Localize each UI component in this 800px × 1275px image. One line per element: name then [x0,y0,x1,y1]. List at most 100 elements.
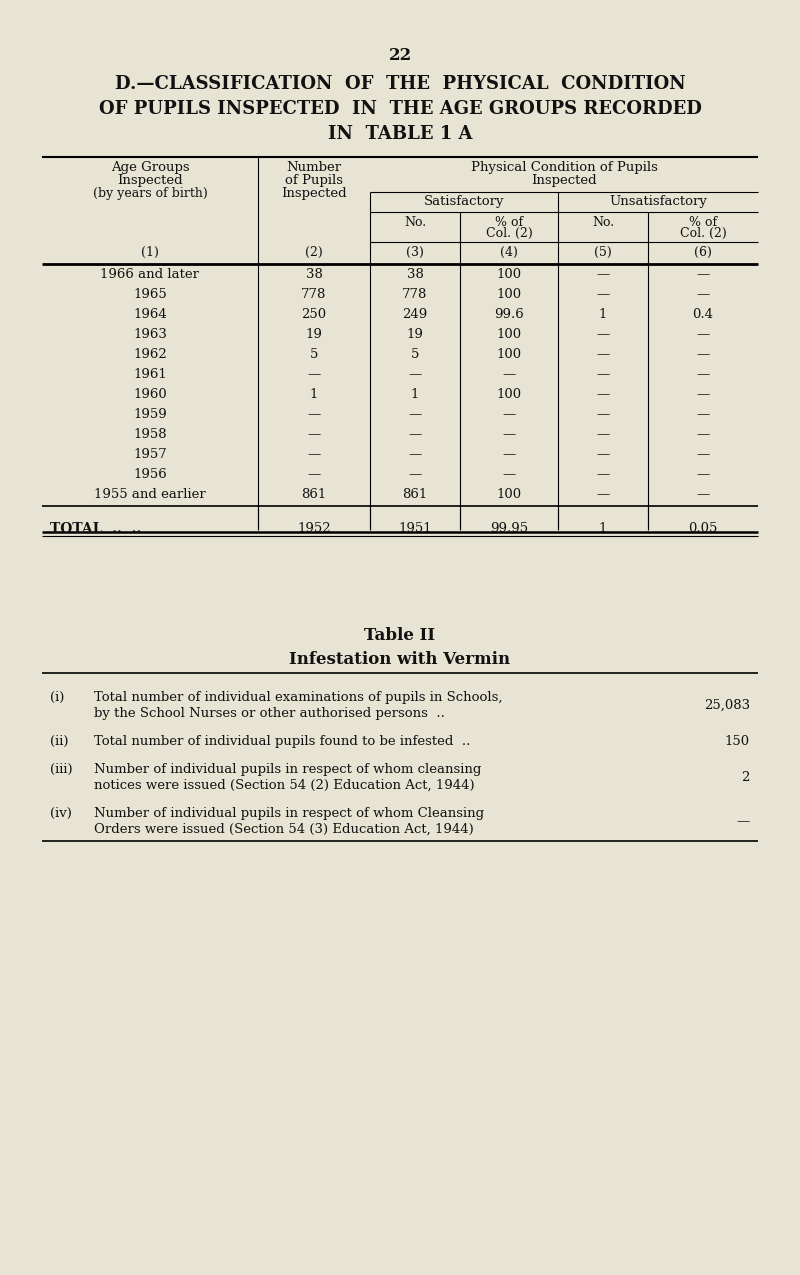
Text: 150: 150 [725,734,750,748]
Text: Infestation with Vermin: Infestation with Vermin [290,652,510,668]
Text: (ii): (ii) [50,734,69,748]
Text: Number of individual pupils in respect of whom cleansing: Number of individual pupils in respect o… [94,762,482,776]
Text: —: — [696,468,710,481]
Text: —: — [307,448,321,462]
Text: 19: 19 [306,328,322,340]
Text: —: — [307,408,321,421]
Text: —: — [596,288,610,301]
Text: —: — [502,448,516,462]
Text: Inspected: Inspected [281,187,347,200]
Text: Unsatisfactory: Unsatisfactory [609,195,707,208]
Text: 100: 100 [497,328,522,340]
Text: Total number of individual examinations of pupils in Schools,: Total number of individual examinations … [94,691,502,704]
Text: 1951: 1951 [398,521,432,536]
Text: Total number of individual pupils found to be infested  ..: Total number of individual pupils found … [94,734,470,748]
Text: 1: 1 [599,309,607,321]
Text: —: — [696,488,710,501]
Text: 0.05: 0.05 [688,521,718,536]
Text: —: — [502,428,516,441]
Text: 19: 19 [406,328,423,340]
Text: —: — [408,368,422,381]
Text: No.: No. [592,215,614,230]
Text: Orders were issued (Section 54 (3) Education Act, 1944): Orders were issued (Section 54 (3) Educa… [94,822,474,836]
Text: 22: 22 [388,47,412,64]
Text: 1952: 1952 [297,521,331,536]
Text: 100: 100 [497,388,522,402]
Text: —: — [696,348,710,361]
Text: 1957: 1957 [133,448,167,462]
Text: 1: 1 [310,388,318,402]
Text: 1963: 1963 [133,328,167,340]
Text: —: — [408,448,422,462]
Text: 1960: 1960 [133,388,167,402]
Text: Age Groups: Age Groups [110,161,190,173]
Text: 250: 250 [302,309,326,321]
Text: Inspected: Inspected [117,173,183,187]
Text: D.—CLASSIFICATION  OF  THE  PHYSICAL  CONDITION: D.—CLASSIFICATION OF THE PHYSICAL CONDIT… [114,75,686,93]
Text: Number: Number [286,161,342,173]
Text: 100: 100 [497,488,522,501]
Text: 1965: 1965 [133,288,167,301]
Text: 100: 100 [497,348,522,361]
Text: of Pupils: of Pupils [285,173,343,187]
Text: (3): (3) [406,246,424,259]
Text: (6): (6) [694,246,712,259]
Text: —: — [408,468,422,481]
Text: —: — [596,448,610,462]
Text: 2: 2 [742,771,750,784]
Text: —: — [596,348,610,361]
Text: (4): (4) [500,246,518,259]
Text: —: — [737,815,750,827]
Text: Number of individual pupils in respect of whom Cleansing: Number of individual pupils in respect o… [94,807,484,820]
Text: 861: 861 [402,488,428,501]
Text: —: — [307,368,321,381]
Text: —: — [596,268,610,280]
Text: 1956: 1956 [133,468,167,481]
Text: 38: 38 [406,268,423,280]
Text: —: — [696,368,710,381]
Text: (5): (5) [594,246,612,259]
Text: —: — [307,428,321,441]
Text: (iv): (iv) [50,807,72,820]
Text: Col. (2): Col. (2) [680,227,726,240]
Text: 100: 100 [497,268,522,280]
Text: —: — [596,428,610,441]
Text: notices were issued (Section 54 (2) Education Act, 1944): notices were issued (Section 54 (2) Educ… [94,779,474,792]
Text: —: — [502,368,516,381]
Text: % of: % of [495,215,523,230]
Text: 1966 and later: 1966 and later [101,268,199,280]
Text: % of: % of [689,215,717,230]
Text: 778: 778 [402,288,428,301]
Text: —: — [696,408,710,421]
Text: —: — [696,328,710,340]
Text: 99.95: 99.95 [490,521,528,536]
Text: —: — [696,268,710,280]
Text: (1): (1) [141,246,159,259]
Text: by the School Nurses or other authorised persons  ..: by the School Nurses or other authorised… [94,708,445,720]
Text: 25,083: 25,083 [704,699,750,711]
Text: Physical Condition of Pupils: Physical Condition of Pupils [470,161,658,173]
Text: 1962: 1962 [133,348,167,361]
Text: 1958: 1958 [133,428,167,441]
Text: IN  TABLE 1 A: IN TABLE 1 A [328,125,472,143]
Text: —: — [696,428,710,441]
Text: Col. (2): Col. (2) [486,227,532,240]
Text: 38: 38 [306,268,322,280]
Text: Inspected: Inspected [531,173,597,187]
Text: —: — [696,448,710,462]
Text: 5: 5 [310,348,318,361]
Text: 1: 1 [599,521,607,536]
Text: —: — [696,388,710,402]
Text: —: — [502,408,516,421]
Text: 778: 778 [302,288,326,301]
Text: 0.4: 0.4 [693,309,714,321]
Text: 1955 and earlier: 1955 and earlier [94,488,206,501]
Text: —: — [596,328,610,340]
Text: Table II: Table II [365,627,435,644]
Text: (i): (i) [50,691,64,704]
Text: 861: 861 [302,488,326,501]
Text: —: — [408,408,422,421]
Text: TOTAL  ..  ..: TOTAL .. .. [50,521,142,536]
Text: No.: No. [404,215,426,230]
Text: —: — [596,368,610,381]
